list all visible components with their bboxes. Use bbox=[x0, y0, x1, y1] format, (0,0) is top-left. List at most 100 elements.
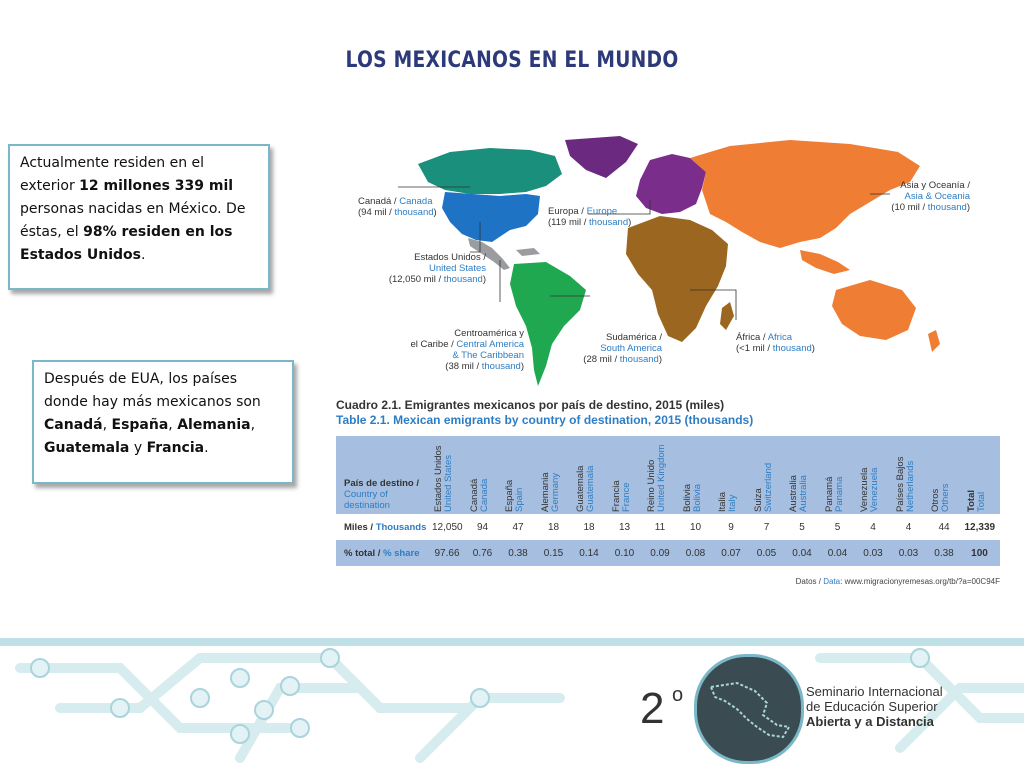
cell-share: 0.03 bbox=[863, 548, 883, 559]
footer-node-7 bbox=[290, 718, 310, 738]
source-label-es: Datos / bbox=[795, 577, 824, 586]
data-source: Datos / Data: www.migracionyremesas.org/… bbox=[796, 577, 1000, 586]
column-header-2: España Spain bbox=[504, 480, 525, 512]
seminar-edition-number: 2 bbox=[640, 684, 665, 733]
australia-shape bbox=[832, 280, 916, 340]
label-south-close: ) bbox=[658, 354, 662, 365]
cell-thousands: 12,050 bbox=[432, 522, 463, 533]
column-header-7: Bolivia Bolivia bbox=[682, 484, 703, 512]
cell-share: 0.07 bbox=[721, 548, 741, 559]
leader-lines bbox=[398, 186, 890, 320]
column-header-en: Others bbox=[940, 483, 951, 512]
column-header-5: Francia France bbox=[611, 480, 632, 512]
seminar-line-3: Abierta y a Distancia bbox=[806, 714, 934, 729]
central-america-shape bbox=[468, 238, 510, 270]
cell-thousands: 18 bbox=[583, 522, 595, 533]
column-header-3: Alemania Germany bbox=[539, 472, 561, 512]
cell-thousands: 4 bbox=[905, 522, 912, 533]
usa-shape bbox=[442, 192, 540, 242]
column-header-en: Guatemala bbox=[585, 465, 596, 512]
cell-thousands: 13 bbox=[618, 522, 631, 533]
label-canada: Canadá / Canada (94 mil / thousand) bbox=[358, 196, 437, 218]
label-africa-es: África / bbox=[736, 332, 768, 343]
label-south-es: Sudamérica / bbox=[606, 332, 662, 343]
table-header-row bbox=[336, 436, 1000, 514]
label-central-close: ) bbox=[520, 361, 524, 372]
summary-textbox: Actualmente residen en el exterior 12 mi… bbox=[8, 144, 270, 290]
summary-text-1: Actualmente residen en el exterior bbox=[20, 155, 205, 194]
country-canada: Canadá bbox=[44, 417, 103, 433]
label-canada-es: Canadá / bbox=[358, 196, 400, 207]
label-canada-close: ) bbox=[433, 207, 437, 218]
canada-shape bbox=[418, 148, 562, 194]
column-header-es: Canadá bbox=[468, 478, 480, 512]
destination-header-en1: Country of bbox=[344, 489, 388, 500]
label-europe-en: Europe bbox=[586, 206, 618, 217]
cell-share: 0.09 bbox=[650, 548, 670, 559]
column-header-en: France bbox=[620, 482, 632, 512]
column-header-en: Spain bbox=[514, 487, 525, 512]
country-germany: Alemania bbox=[177, 417, 251, 433]
column-header-8: Italia Italy bbox=[717, 492, 738, 512]
label-usa-val: (12,050 mil / bbox=[388, 274, 444, 285]
label-usa-unit: thousand bbox=[443, 274, 483, 285]
column-header-es: Panamá bbox=[823, 476, 835, 512]
cell-share: 97.66 bbox=[434, 548, 460, 559]
footer-node-10 bbox=[470, 688, 490, 708]
seminar-line-1: Seminario Internacional bbox=[806, 684, 943, 699]
label-asia-en: Asia & Oceania bbox=[904, 191, 970, 202]
footer-nodes bbox=[30, 648, 930, 744]
footer-node-3 bbox=[190, 688, 210, 708]
label-europe-unit: thousand bbox=[589, 217, 629, 228]
label-central-val: (38 mil / bbox=[445, 361, 482, 372]
label-south-unit: thousand bbox=[619, 354, 659, 365]
column-header-12: Venezuela Venezuela bbox=[859, 468, 880, 512]
cell-thousands: 94 bbox=[476, 522, 489, 533]
europe-shape bbox=[636, 154, 706, 214]
cell-thousands: 11 bbox=[654, 522, 666, 533]
column-header-es: Países Bajos bbox=[894, 456, 906, 512]
label-africa-close: ) bbox=[811, 343, 815, 354]
label-central-unit: thousand bbox=[481, 361, 521, 372]
destination-header-en2: destination bbox=[344, 500, 390, 511]
emigrants-table: País de destino / Country of destination… bbox=[336, 436, 1000, 566]
column-header-4: Guatemala Guatemala bbox=[575, 465, 596, 512]
cell-thousands: 18 bbox=[547, 522, 560, 533]
column-header-en: United Kingdom bbox=[656, 444, 667, 512]
label-south-en: South America bbox=[600, 343, 662, 354]
label-africa-val: (<1 mil / bbox=[736, 343, 773, 354]
label-usa: Estados Unidos / United States (12,050 m… bbox=[376, 252, 486, 285]
south-america-shape bbox=[510, 262, 586, 386]
column-header-es: Total bbox=[965, 490, 977, 512]
column-header-en: United States bbox=[443, 454, 454, 512]
cell-thousands: 4 bbox=[870, 522, 876, 533]
footer-node-1 bbox=[30, 658, 50, 678]
cell-share: 0.10 bbox=[614, 548, 635, 559]
southeast-asia-shape bbox=[800, 250, 850, 274]
summary-bold-1: 12 millones 339 mil bbox=[79, 178, 234, 194]
footer-node-2 bbox=[110, 698, 130, 718]
countries-text-2: , bbox=[102, 417, 112, 433]
europe-leader bbox=[588, 200, 651, 215]
mexico-map-icon bbox=[709, 681, 791, 739]
table-row-thousands bbox=[336, 514, 1000, 540]
seminar-name: Seminario Internacional de Educación Sup… bbox=[806, 684, 943, 729]
cell-thousands: 5 bbox=[799, 522, 805, 533]
label-europe: Europa / Europe (119 mil / thousand) bbox=[548, 206, 631, 228]
label-central-en1: Central America bbox=[456, 339, 524, 350]
column-header-es: Alemania bbox=[539, 472, 551, 512]
label-asia-close: ) bbox=[966, 202, 970, 213]
label-usa-en: United States bbox=[428, 263, 486, 274]
column-header-14: Otros Others bbox=[930, 483, 951, 512]
column-header-en: Australia bbox=[798, 475, 809, 512]
cell-share: 0.14 bbox=[579, 548, 599, 559]
mexico-map-seal bbox=[694, 654, 804, 764]
countries-text-4: , bbox=[250, 417, 256, 433]
seminar-edition-degree: o bbox=[672, 684, 684, 706]
row-label-thousands-es: Miles / bbox=[344, 522, 376, 533]
label-europe-val: (119 mil / bbox=[548, 217, 590, 228]
label-africa: África / Africa (<1 mil / thousand) bbox=[736, 332, 815, 354]
table-caption-es: Cuadro 2.1. Emigrantes mexicanos por paí… bbox=[336, 398, 725, 412]
column-header-15: Total Total bbox=[965, 490, 987, 512]
label-asia-es: Asia y Oceanía / bbox=[900, 180, 970, 191]
